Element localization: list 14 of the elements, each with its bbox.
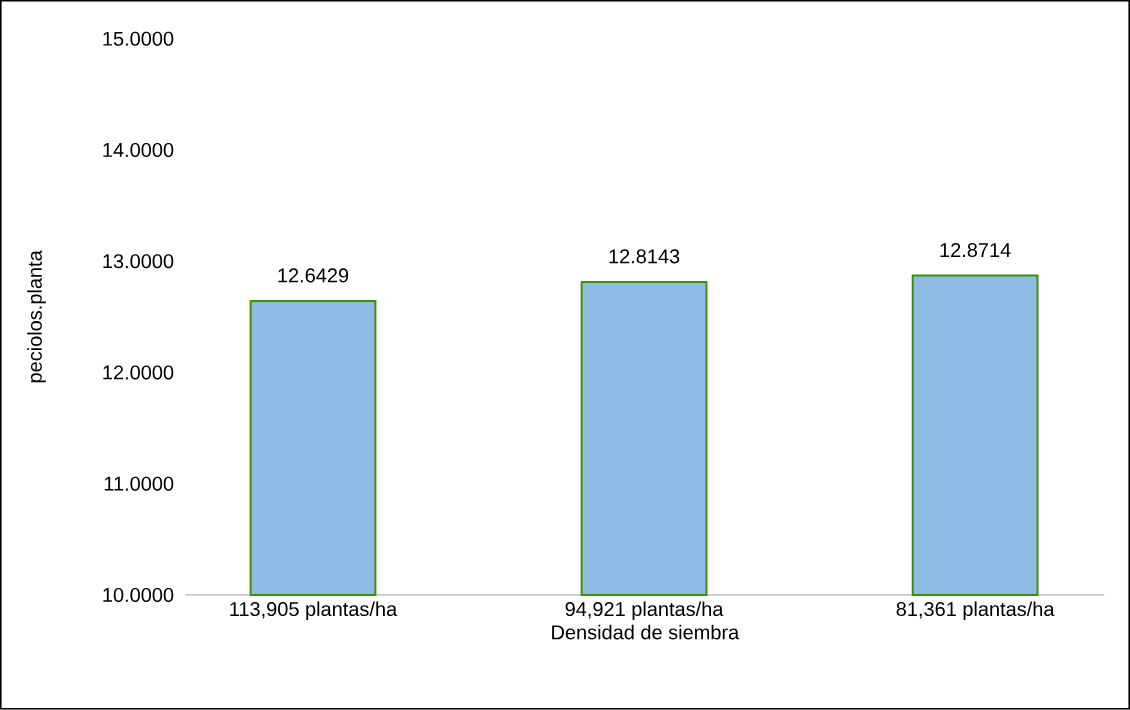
y-tick-label: 13.0000	[103, 254, 174, 269]
y-tick-label: 14.0000	[103, 143, 174, 158]
y-tick-label: 12.0000	[103, 365, 174, 380]
y-axis-title: peciolos.planta	[27, 250, 46, 383]
data-label: 12.6429	[278, 268, 349, 283]
data-label: 12.8714	[940, 243, 1011, 258]
x-tick-label: 94,921 plantas/ha	[565, 601, 724, 621]
x-tick-label: 81,361 plantas/ha	[896, 601, 1055, 621]
x-axis-title: Densidad de siembra	[552, 624, 740, 640]
data-label: 12.8143	[609, 249, 680, 264]
y-tick-label: 11.0000	[104, 476, 174, 491]
y-tick-label: 10.0000	[103, 588, 174, 603]
y-tick-label: 15.0000	[103, 31, 174, 47]
x-tick-label: 113,905 plantas/ha	[230, 601, 398, 621]
